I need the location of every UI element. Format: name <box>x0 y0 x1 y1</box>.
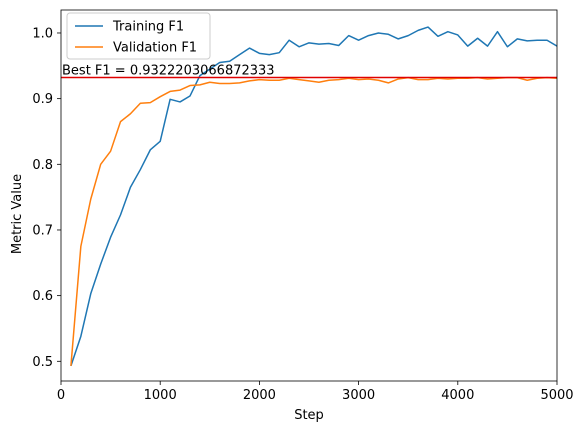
series-lines <box>61 26 557 367</box>
x-tick-label: 4000 <box>441 388 474 403</box>
y-tick-label: 0.8 <box>32 158 53 173</box>
x-tick-label: 0 <box>57 388 65 403</box>
axes-frame <box>60 9 558 382</box>
y-tick-label: 0.9 <box>32 92 53 107</box>
x-tick-label: 1000 <box>144 388 177 403</box>
legend: Training F1 Validation F1 <box>66 12 211 60</box>
legend-entry: Validation F1 <box>113 41 197 56</box>
series-line-training-f1 <box>70 26 557 367</box>
x-tick-label: 2000 <box>243 388 276 403</box>
y-axis-label: Metric Value <box>10 174 25 254</box>
series-line-validation-f1 <box>70 76 557 366</box>
x-tick-label: 3000 <box>342 388 375 403</box>
axes-layer: 0 1000 2000 3000 4000 5000 0.5 0.6 0.7 0.8 0.9 1.0 <box>32 9 574 403</box>
plot-layer: Best F1 = 0.9322203066872333 <box>61 26 557 367</box>
y-tick-label: 0.5 <box>32 355 53 370</box>
x-tick-label: 5000 <box>540 388 573 403</box>
y-tick-label: 0.6 <box>32 289 53 304</box>
x-axis-label: Step <box>294 408 324 423</box>
y-tick-label: 0.7 <box>32 223 53 238</box>
legend-entry: Training F1 <box>112 20 184 35</box>
y-tick-label: 1.0 <box>32 26 53 41</box>
best-f1-annotation: Best F1 = 0.9322203066872333 <box>62 63 275 78</box>
